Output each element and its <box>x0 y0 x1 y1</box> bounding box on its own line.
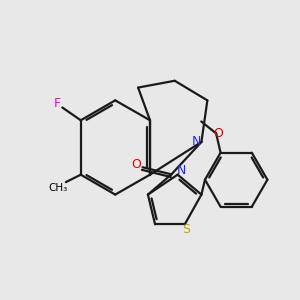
Text: CH₃: CH₃ <box>49 183 68 193</box>
Text: F: F <box>53 98 61 110</box>
Text: N: N <box>191 136 201 148</box>
Text: N: N <box>177 164 186 177</box>
Text: O: O <box>131 158 141 171</box>
Text: S: S <box>182 223 190 236</box>
Text: O: O <box>214 127 224 140</box>
